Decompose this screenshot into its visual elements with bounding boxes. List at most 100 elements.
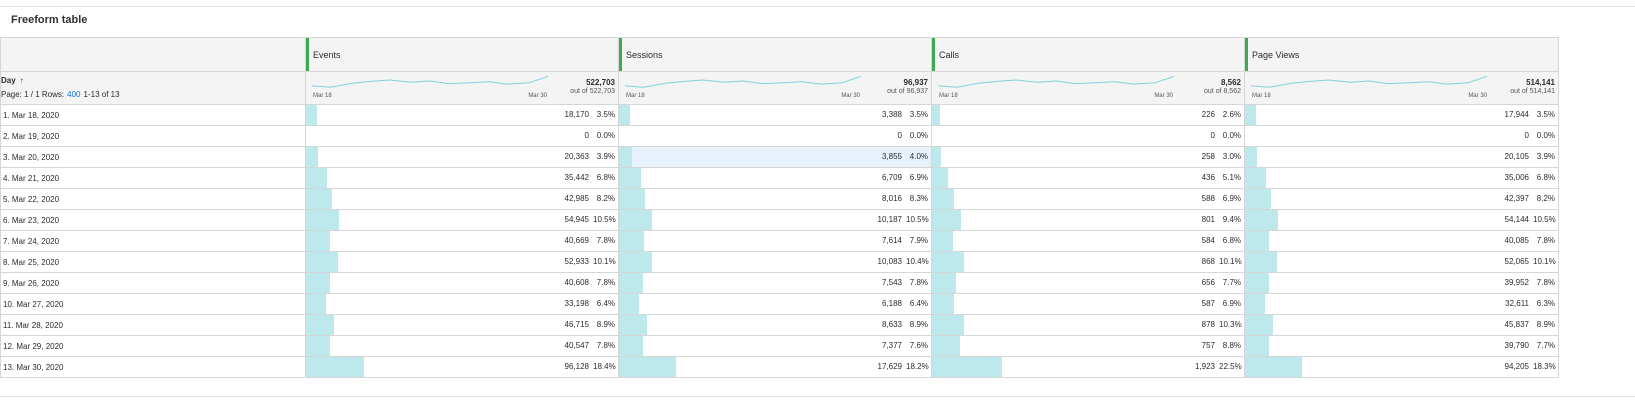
table-row[interactable]: 13. Mar 30, 2020 96,128 18.4% 17,629 18.2% 1,…: [0, 356, 1559, 378]
metric-cell[interactable]: 10,083 10.4%: [618, 251, 932, 273]
metric-cell[interactable]: 3,388 3.5%: [618, 104, 932, 126]
metric-cell[interactable]: 54,945 10.5%: [305, 209, 619, 231]
metric-name[interactable]: Page Views: [1252, 50, 1300, 60]
metric-name[interactable]: Events: [313, 50, 341, 60]
table-row[interactable]: 11. Mar 28, 2020 46,715 8.9% 8,633 8.9% 878 10…: [0, 314, 1559, 336]
metric-header[interactable]: Page Views: [1244, 37, 1559, 72]
table-row[interactable]: 9. Mar 26, 2020 40,608 7.8% 7,543 7.8% 656 7.7…: [0, 272, 1559, 294]
metric-cell[interactable]: 40,547 7.8%: [305, 335, 619, 357]
metric-cell[interactable]: 6,709 6.9%: [618, 167, 932, 189]
row-label[interactable]: 1. Mar 18, 2020: [0, 104, 306, 126]
column-drag-handle[interactable]: [306, 38, 309, 71]
cell-value: 32,611: [1505, 299, 1529, 308]
table-row[interactable]: 7. Mar 24, 2020 40,669 7.8% 7,614 7.9% 584 6.8…: [0, 230, 1559, 252]
metric-cell[interactable]: 7,377 7.6%: [618, 335, 932, 357]
dimension-name[interactable]: Day ↑: [1, 76, 24, 85]
metric-cell[interactable]: 656 7.7%: [931, 272, 1245, 294]
cell-percent: 6.8%: [596, 173, 615, 182]
row-label[interactable]: 5. Mar 22, 2020: [0, 188, 306, 210]
metric-name[interactable]: Sessions: [626, 50, 663, 60]
metric-cell[interactable]: 52,933 10.1%: [305, 251, 619, 273]
metric-cell[interactable]: 757 8.8%: [931, 335, 1245, 357]
metric-cell[interactable]: 8,633 8.9%: [618, 314, 932, 336]
metric-cell[interactable]: 32,611 6.3%: [1244, 293, 1559, 315]
metric-cell[interactable]: 6,188 6.4%: [618, 293, 932, 315]
cell-percent: 7.8%: [909, 278, 928, 287]
metric-cell[interactable]: 54,144 10.5%: [1244, 209, 1559, 231]
metric-cell[interactable]: 7,543 7.8%: [618, 272, 932, 294]
metric-cell[interactable]: 35,442 6.8%: [305, 167, 619, 189]
row-label[interactable]: 12. Mar 29, 2020: [0, 335, 306, 357]
metric-cell[interactable]: 40,608 7.8%: [305, 272, 619, 294]
row-label[interactable]: 11. Mar 28, 2020: [0, 314, 306, 336]
metric-cell[interactable]: 33,198 6.4%: [305, 293, 619, 315]
metric-cell[interactable]: 45,837 8.9%: [1244, 314, 1559, 336]
percent-bar: [932, 294, 954, 314]
metric-cell[interactable]: 3,855 4.0%: [618, 146, 932, 168]
row-label[interactable]: 6. Mar 23, 2020: [0, 209, 306, 231]
table-row[interactable]: 10. Mar 27, 2020 33,198 6.4% 6,188 6.4% 587 6.…: [0, 293, 1559, 315]
metric-cell[interactable]: 94,205 18.3%: [1244, 356, 1559, 378]
metric-cell[interactable]: 0 0.0%: [1244, 125, 1559, 147]
metric-cell[interactable]: 17,944 3.5%: [1244, 104, 1559, 126]
metric-cell[interactable]: 10,187 10.5%: [618, 209, 932, 231]
metric-cell[interactable]: 588 6.9%: [931, 188, 1245, 210]
metric-cell[interactable]: 0 0.0%: [618, 125, 932, 147]
table-row[interactable]: 3. Mar 20, 2020 20,363 3.9% 3,855 4.0% 258 3.0…: [0, 146, 1559, 168]
metric-cell[interactable]: 39,952 7.8%: [1244, 272, 1559, 294]
metric-cell[interactable]: 8,016 8.3%: [618, 188, 932, 210]
table-row[interactable]: 5. Mar 22, 2020 42,985 8.2% 8,016 8.3% 588 6.9…: [0, 188, 1559, 210]
metric-cell[interactable]: 52,065 10.1%: [1244, 251, 1559, 273]
metric-cell[interactable]: 42,985 8.2%: [305, 188, 619, 210]
metric-cell[interactable]: 39,790 7.7%: [1244, 335, 1559, 357]
row-label[interactable]: 3. Mar 20, 2020: [0, 146, 306, 168]
row-label[interactable]: 8. Mar 25, 2020: [0, 251, 306, 273]
metric-cell[interactable]: 436 5.1%: [931, 167, 1245, 189]
row-label[interactable]: 10. Mar 27, 2020: [0, 293, 306, 315]
column-drag-handle[interactable]: [932, 38, 935, 71]
table-row[interactable]: 8. Mar 25, 2020 52,933 10.1% 10,083 10.4% 868…: [0, 251, 1559, 273]
metric-cell[interactable]: 20,105 3.9%: [1244, 146, 1559, 168]
table-row[interactable]: 2. Mar 19, 2020 0 0.0% 0 0.0% 0 0.0% 0 0.0%: [0, 125, 1559, 147]
row-label[interactable]: 7. Mar 24, 2020: [0, 230, 306, 252]
metric-cell[interactable]: 878 10.3%: [931, 314, 1245, 336]
metric-cell[interactable]: 40,085 7.8%: [1244, 230, 1559, 252]
metric-cell[interactable]: 35,006 6.8%: [1244, 167, 1559, 189]
table-row[interactable]: 12. Mar 29, 2020 40,547 7.8% 7,377 7.6% 757 8.…: [0, 335, 1559, 357]
metric-cell[interactable]: 96,128 18.4%: [305, 356, 619, 378]
metric-cell[interactable]: 226 2.6%: [931, 104, 1245, 126]
metric-cell[interactable]: 1,923 22.5%: [931, 356, 1245, 378]
metric-cell[interactable]: 42,397 8.2%: [1244, 188, 1559, 210]
row-label[interactable]: 2. Mar 19, 2020: [0, 125, 306, 147]
metric-cell[interactable]: 20,363 3.9%: [305, 146, 619, 168]
metric-cell[interactable]: 868 10.1%: [931, 251, 1245, 273]
metric-cell[interactable]: 587 6.9%: [931, 293, 1245, 315]
column-drag-handle[interactable]: [1245, 38, 1248, 71]
percent-bar: [932, 189, 954, 209]
metric-cell[interactable]: 801 9.4%: [931, 209, 1245, 231]
metric-cell[interactable]: 17,629 18.2%: [618, 356, 932, 378]
metric-cell[interactable]: 0 0.0%: [931, 125, 1245, 147]
row-label[interactable]: 9. Mar 26, 2020: [0, 272, 306, 294]
metric-header[interactable]: Sessions: [618, 37, 932, 72]
metric-header[interactable]: Events: [305, 37, 619, 72]
table-row[interactable]: 6. Mar 23, 2020 54,945 10.5% 10,187 10.5% 801…: [0, 209, 1559, 231]
arrow-up-icon[interactable]: ↑: [19, 76, 24, 85]
metric-cell[interactable]: 0 0.0%: [305, 125, 619, 147]
metric-cell[interactable]: 258 3.0%: [931, 146, 1245, 168]
metric-cell[interactable]: 18,170 3.5%: [305, 104, 619, 126]
sparkline-end-label: Mar 30: [841, 93, 860, 99]
table-row[interactable]: 1. Mar 18, 2020 18,170 3.5% 3,388 3.5% 226 2.6…: [0, 104, 1559, 126]
column-drag-handle[interactable]: [619, 38, 622, 71]
metric-cell[interactable]: 40,669 7.8%: [305, 230, 619, 252]
row-label[interactable]: 13. Mar 30, 2020: [0, 356, 306, 378]
metric-header[interactable]: Calls: [931, 37, 1245, 72]
metric-cell[interactable]: 7,614 7.9%: [618, 230, 932, 252]
metric-name[interactable]: Calls: [939, 50, 960, 60]
row-label[interactable]: 4. Mar 21, 2020: [0, 167, 306, 189]
dimension-header[interactable]: Day ↑ Page: 1 / 1 Rows: 400 1-13 of 13: [0, 71, 306, 105]
metric-cell[interactable]: 46,715 8.9%: [305, 314, 619, 336]
table-row[interactable]: 4. Mar 21, 2020 35,442 6.8% 6,709 6.9% 436 5.1…: [0, 167, 1559, 189]
rows-per-page-select[interactable]: 400: [67, 90, 81, 99]
metric-cell[interactable]: 584 6.8%: [931, 230, 1245, 252]
